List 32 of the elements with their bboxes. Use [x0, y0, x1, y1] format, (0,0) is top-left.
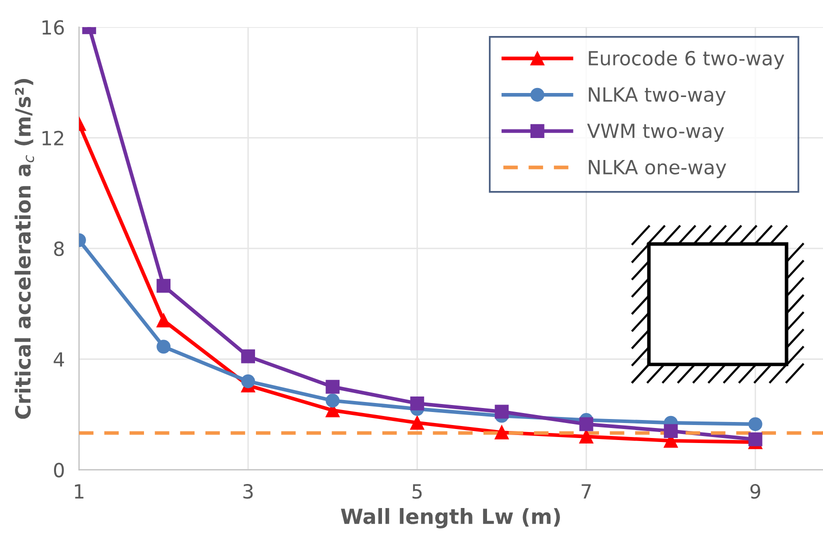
point [156, 340, 170, 354]
point [748, 417, 762, 432]
point [241, 349, 256, 364]
y-tick-label: 4 [54, 352, 64, 367]
x-axis-title: Wall length Lw (m) [340, 508, 560, 528]
point [579, 430, 594, 444]
x-tick-label: 1 [74, 484, 84, 498]
y-tick-label: 8 [54, 241, 64, 256]
legend-label: NLKA one-way [588, 160, 726, 178]
point [579, 417, 594, 432]
legend-label: NLKA two-way [588, 87, 726, 106]
point [748, 432, 762, 446]
legend-label: Eurocode 6 two-way [588, 50, 784, 70]
y-tick-label: 12 [42, 130, 64, 146]
y-tick-label: 16 [42, 20, 64, 35]
x-tick-label: 5 [412, 484, 422, 499]
point [326, 394, 340, 408]
point [326, 380, 340, 394]
legend-label: VWM two-way [587, 124, 724, 142]
point [156, 313, 170, 328]
point [241, 374, 256, 388]
point [664, 424, 678, 438]
point [494, 426, 509, 440]
x-tick-label: 3 [243, 484, 253, 499]
y-tick-label: 0 [54, 462, 64, 478]
point [494, 404, 509, 419]
x-tick-label: 9 [750, 484, 760, 499]
point [156, 278, 170, 293]
point [410, 416, 424, 430]
x-tick-label: 7 [582, 484, 591, 498]
point [410, 396, 424, 410]
y-axis-title: Critical acceleration a$_{c}$ (m/s²) [14, 79, 34, 419]
